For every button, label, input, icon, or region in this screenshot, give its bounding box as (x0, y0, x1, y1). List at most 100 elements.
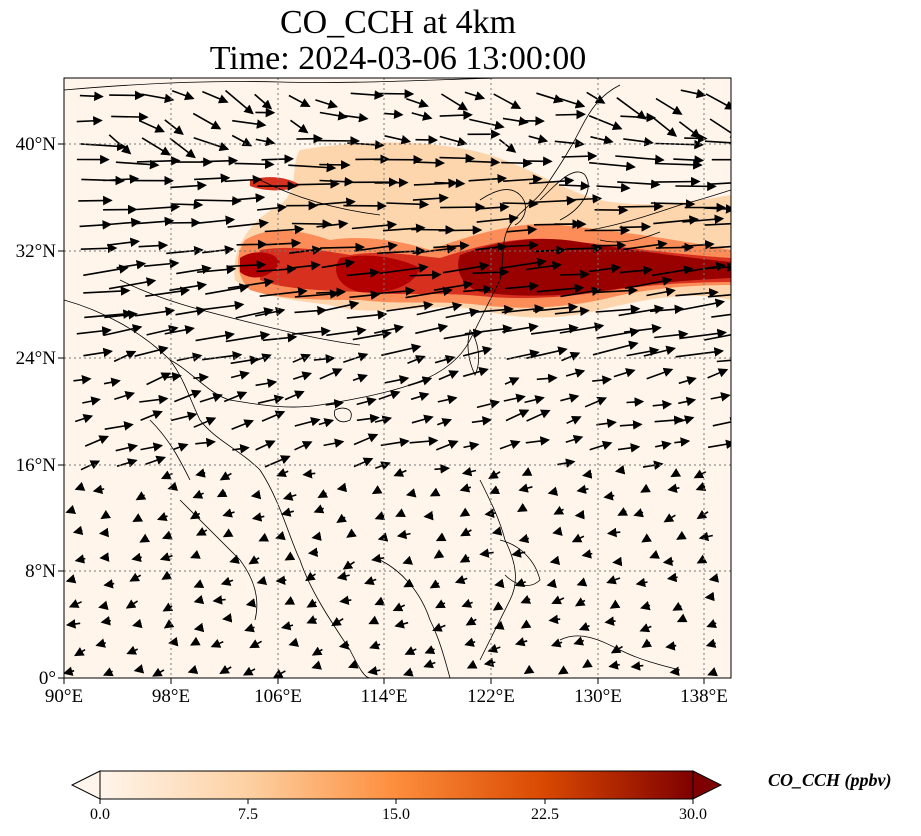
wind-arrow (650, 199, 696, 209)
lon-label: 90°E (45, 686, 83, 707)
wind-arrow (104, 309, 138, 320)
wind-arrow (305, 571, 316, 582)
wind-arrow (438, 370, 459, 381)
wind-arrow (574, 597, 586, 607)
wind-arrow (338, 640, 350, 650)
wind-arrow (440, 202, 486, 212)
wind-arrow (404, 646, 417, 655)
wind-arrow (566, 416, 582, 425)
wind-arrow (622, 239, 668, 251)
wind-arrow (83, 347, 113, 358)
wind-arrow (200, 156, 239, 166)
lon-label: 130°E (574, 686, 622, 707)
wind-arrow (195, 330, 235, 342)
wind-arrow (323, 438, 345, 448)
wind-arrow (386, 300, 434, 312)
wind-arrow (384, 109, 404, 119)
wind-arrow (187, 664, 199, 675)
wind-arrow (624, 323, 662, 334)
wind-arrow (526, 409, 551, 422)
wind-arrow (680, 88, 707, 99)
wind-arrow (100, 509, 112, 520)
wind-arrow (145, 286, 191, 297)
wind-arrow (280, 507, 294, 517)
wind-arrow (162, 602, 174, 612)
wind-arrow (554, 306, 590, 317)
colorbar-tick: 30.0 (679, 806, 707, 823)
wind-arrow (411, 111, 433, 121)
wind-arrow (126, 645, 139, 655)
wind-arrow (578, 621, 590, 631)
wind-arrow (502, 322, 539, 333)
wind-arrow (135, 491, 147, 501)
wind-arrow (708, 573, 720, 583)
wind-arrow (140, 410, 163, 421)
wind-arrow (369, 640, 381, 650)
wind-arrow (462, 366, 489, 378)
wind-arrow (437, 394, 458, 405)
wind-arrow (193, 136, 230, 152)
wind-arrow (596, 327, 640, 339)
wind-arrow (409, 436, 439, 446)
wind-arrow (144, 258, 180, 269)
wind-arrow (476, 399, 501, 409)
wind-arrow (704, 222, 731, 226)
wind-arrow (707, 293, 731, 298)
wind-arrow (353, 433, 379, 446)
wind-arrow (466, 659, 478, 669)
wind-arrow (223, 391, 248, 403)
wind-arrow (521, 467, 533, 476)
wind-arrow (423, 659, 436, 669)
wind-arrow (503, 393, 526, 403)
wind-arrow (392, 602, 406, 612)
wind-arrow (229, 554, 240, 564)
wind-arrow (316, 197, 356, 208)
wind-arrow (384, 375, 410, 385)
wind-arrow (291, 219, 333, 229)
wind-arrow (374, 415, 393, 425)
wind-arrow (292, 371, 313, 381)
wind-arrow (709, 118, 731, 139)
wind-arrow (139, 394, 169, 405)
wind-arrow (612, 556, 623, 567)
wind-arrow (76, 326, 112, 336)
wind-arrow (517, 502, 528, 513)
wind-arrow (65, 619, 81, 629)
wind-arrow (529, 176, 575, 186)
wind-arrow (219, 665, 232, 675)
wind-arrow (584, 396, 607, 408)
wind-arrow (405, 488, 417, 498)
wind-arrow (436, 440, 459, 451)
wind-arrow (561, 351, 581, 362)
wind-arrow (454, 575, 468, 585)
wind-arrow (560, 286, 602, 298)
wind-arrow (319, 176, 355, 187)
wind-arrow (620, 112, 657, 123)
graticule (64, 78, 731, 678)
wind-arrow (464, 91, 486, 101)
wind-arrow (272, 669, 286, 678)
wind-arrow (284, 596, 296, 605)
wind-arrow (103, 579, 115, 589)
wind-arrow (439, 110, 473, 120)
wind-arrow (103, 377, 121, 388)
wind-arrow (506, 349, 540, 360)
wind-arrow (654, 415, 684, 425)
wind-arrow (440, 93, 469, 111)
wind-arrow (227, 218, 269, 229)
wind-arrow (100, 616, 111, 626)
wind-arrow (161, 570, 173, 580)
wind-arrow (98, 600, 109, 611)
wind-arrow (193, 215, 236, 226)
wind-arrow (639, 623, 652, 633)
wind-arrow (80, 141, 127, 152)
wind-arrow (711, 313, 731, 318)
wind-arrow (82, 396, 101, 406)
wind-arrow (135, 216, 175, 227)
wind-arrow (244, 623, 255, 633)
wind-arrow (558, 181, 591, 191)
wind-arrow (564, 243, 603, 254)
wind-arrow (133, 664, 145, 674)
wind-arrow (280, 621, 294, 631)
wind-arrow (429, 579, 441, 589)
